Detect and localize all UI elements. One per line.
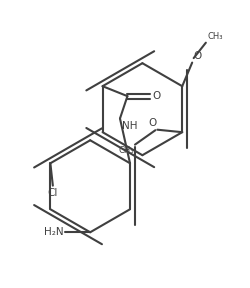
Text: H₂N: H₂N [44,227,64,237]
Text: CH₃: CH₃ [207,33,222,41]
Text: O: O [148,118,156,128]
Text: CH₃: CH₃ [118,146,134,155]
Text: NH: NH [122,120,138,130]
Text: O: O [194,51,202,61]
Text: Cl: Cl [48,187,58,198]
Text: O: O [152,91,160,101]
